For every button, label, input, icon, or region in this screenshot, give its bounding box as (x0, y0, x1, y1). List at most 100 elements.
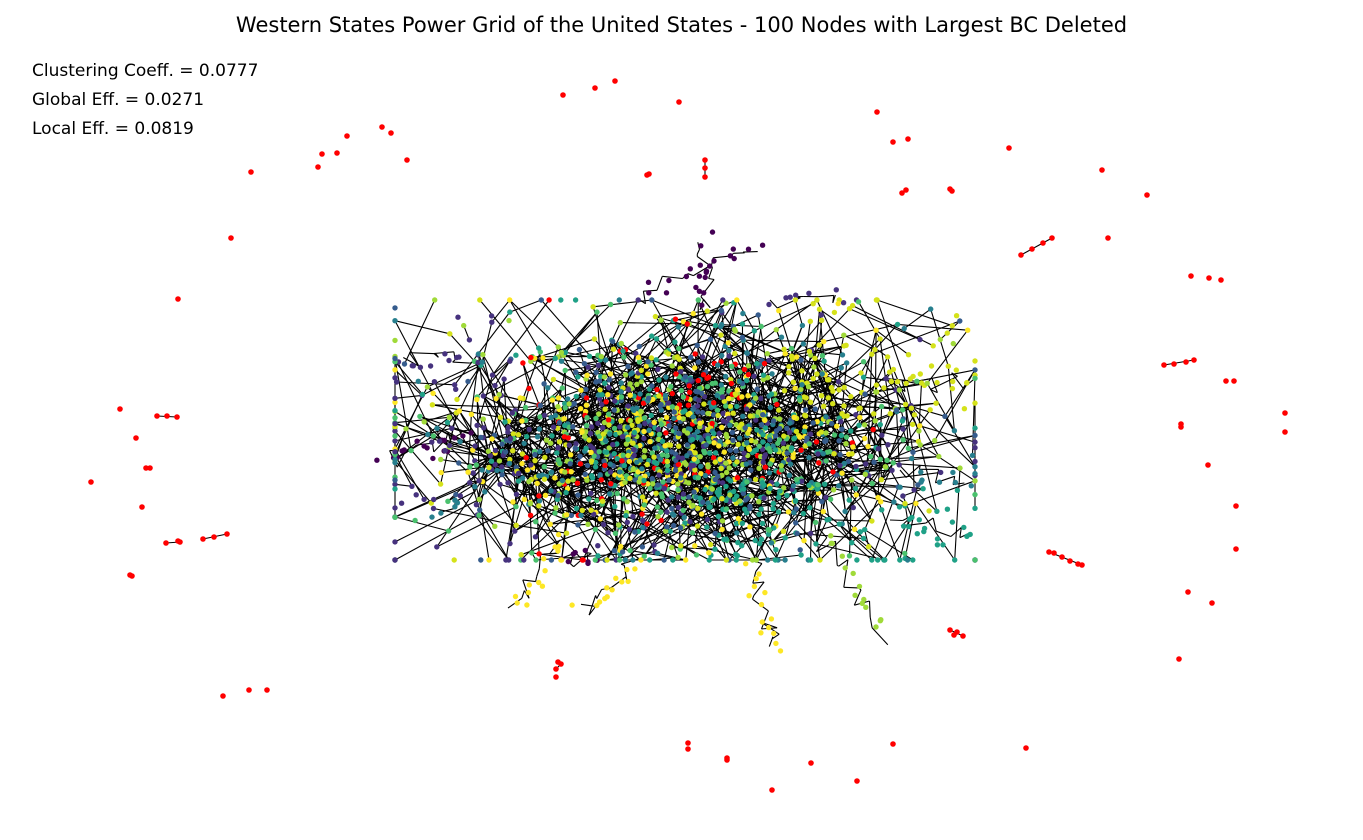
graph-node (788, 353, 795, 359)
graph-node (686, 383, 692, 389)
graph-node (664, 453, 670, 459)
graph-node (586, 353, 593, 359)
graph-node (636, 423, 643, 429)
graph-node (625, 452, 631, 459)
graph-edge (899, 469, 907, 478)
graph-node (679, 455, 686, 461)
graph-node (653, 336, 660, 342)
graph-node (664, 462, 671, 469)
graph-node (874, 297, 880, 303)
graph-node (815, 490, 822, 496)
graph-node (1188, 273, 1194, 279)
graph-node (881, 385, 887, 391)
graph-node (602, 437, 609, 444)
graph-node (711, 430, 717, 437)
graph-node (862, 391, 868, 397)
graph-edge (648, 460, 659, 486)
graph-edge (431, 443, 435, 452)
graph-node (541, 464, 547, 470)
graph-edge (735, 467, 760, 504)
graph-node (472, 443, 478, 449)
graph-node (972, 425, 978, 431)
graph-node (949, 188, 955, 194)
graph-node (421, 496, 427, 503)
graph-node (782, 557, 788, 563)
graph-node (601, 458, 607, 464)
graph-node (669, 544, 675, 551)
graph-node (678, 475, 684, 481)
graph-node (588, 449, 594, 456)
graph-node (924, 380, 930, 386)
graph-node (542, 454, 548, 461)
graph-node (806, 348, 813, 355)
graph-node (617, 319, 623, 326)
graph-node (770, 418, 777, 424)
graph-edge (433, 441, 444, 453)
graph-edge (659, 414, 719, 435)
graph-node (680, 416, 686, 422)
graph-node (512, 528, 518, 534)
graph-edge (479, 509, 496, 527)
graph-node (143, 465, 149, 471)
graph-node (392, 407, 398, 414)
graph-edge (596, 589, 603, 599)
graph-node (438, 510, 444, 516)
graph-node (474, 422, 480, 429)
graph-node (866, 544, 872, 550)
graph-node (702, 174, 708, 180)
graph-node (392, 486, 398, 492)
graph-node (646, 171, 652, 177)
graph-node (677, 525, 684, 531)
graph-edge (939, 320, 961, 340)
graph-node (793, 476, 800, 483)
graph-edge (513, 422, 560, 435)
graph-node (624, 566, 630, 573)
graph-edge (396, 381, 455, 386)
graph-node (933, 400, 939, 406)
graph-edge (529, 415, 546, 503)
graph-node (539, 583, 546, 589)
graph-edge (726, 508, 757, 561)
graph-node (419, 391, 426, 398)
graph-node (776, 308, 782, 314)
graph-node (702, 165, 708, 171)
graph-node (653, 490, 659, 496)
graph-node (555, 403, 561, 410)
graph-node (950, 340, 956, 347)
graph-node (936, 479, 943, 485)
graph-edge (871, 486, 899, 561)
graph-node (799, 368, 805, 374)
graph-edge (700, 296, 711, 309)
graph-node (700, 372, 707, 378)
graph-node (1233, 503, 1239, 509)
graph-node (592, 464, 599, 470)
graph-node (680, 507, 686, 513)
graph-edge (610, 576, 627, 589)
graph-node (641, 477, 647, 484)
graph-node (890, 366, 897, 373)
graph-node (644, 461, 650, 468)
graph-node (497, 481, 503, 488)
graph-edge (808, 443, 813, 486)
graph-node (697, 420, 703, 426)
graph-node (472, 484, 478, 490)
graph-edge (613, 299, 639, 350)
graph-edge (634, 479, 681, 529)
graph-node (690, 310, 696, 317)
graph-node (579, 429, 585, 435)
graph-node (704, 308, 710, 314)
graph-node (824, 449, 831, 455)
graph-node (934, 542, 941, 548)
graph-node (830, 388, 836, 394)
graph-node (398, 500, 405, 506)
graph-node (485, 448, 492, 454)
graph-node (669, 390, 675, 397)
graph-edge (886, 440, 935, 461)
graph-node (972, 400, 978, 406)
graph-node (620, 452, 626, 458)
graph-node (860, 359, 867, 365)
graph-node (972, 491, 978, 498)
graph-node (622, 479, 628, 485)
graph-edge (477, 362, 500, 395)
graph-node (646, 290, 652, 296)
